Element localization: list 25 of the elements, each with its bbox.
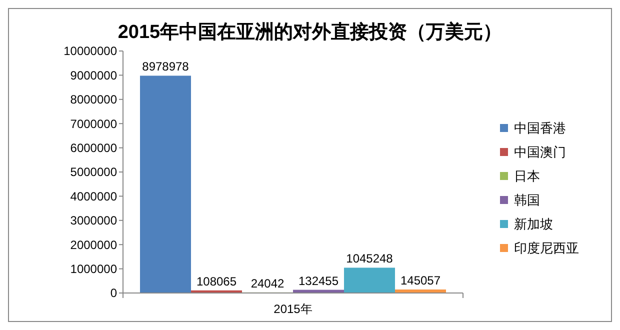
legend-label: 韩国 bbox=[514, 192, 540, 208]
data-label: 8978978 bbox=[142, 60, 190, 74]
y-tick-label: 10000000 bbox=[64, 44, 118, 58]
y-tick-label: 0 bbox=[110, 286, 118, 300]
y-tick-label: 6000000 bbox=[70, 141, 118, 155]
legend-label: 日本 bbox=[514, 168, 540, 184]
y-tick-label: 4000000 bbox=[70, 189, 118, 204]
legend-label: 中国澳门 bbox=[514, 144, 566, 160]
y-tick-label: 2000000 bbox=[70, 238, 118, 252]
legend-label: 新加坡 bbox=[514, 216, 553, 232]
y-tick-label: 7000000 bbox=[70, 116, 118, 131]
y-tick-label: 9000000 bbox=[70, 68, 118, 82]
legend-label: 中国香港 bbox=[514, 120, 566, 136]
data-label: 24042 bbox=[250, 276, 285, 290]
data-label: 145057 bbox=[400, 273, 441, 288]
y-tick-label: 5000000 bbox=[70, 165, 118, 180]
chart-title: 2015年中国在亚洲的对外直接投资（万美元） bbox=[118, 21, 502, 43]
y-tick-label: 3000000 bbox=[70, 214, 118, 228]
legend-label: 印度尼西亚 bbox=[514, 240, 579, 256]
y-tick-label: 8000000 bbox=[70, 92, 118, 107]
data-label: 132455 bbox=[298, 274, 339, 288]
data-label: 108065 bbox=[196, 274, 237, 288]
y-tick-label: 1000000 bbox=[70, 262, 118, 276]
x-tick-label: 2015年 bbox=[274, 302, 312, 316]
data-label: 1045248 bbox=[346, 252, 394, 266]
